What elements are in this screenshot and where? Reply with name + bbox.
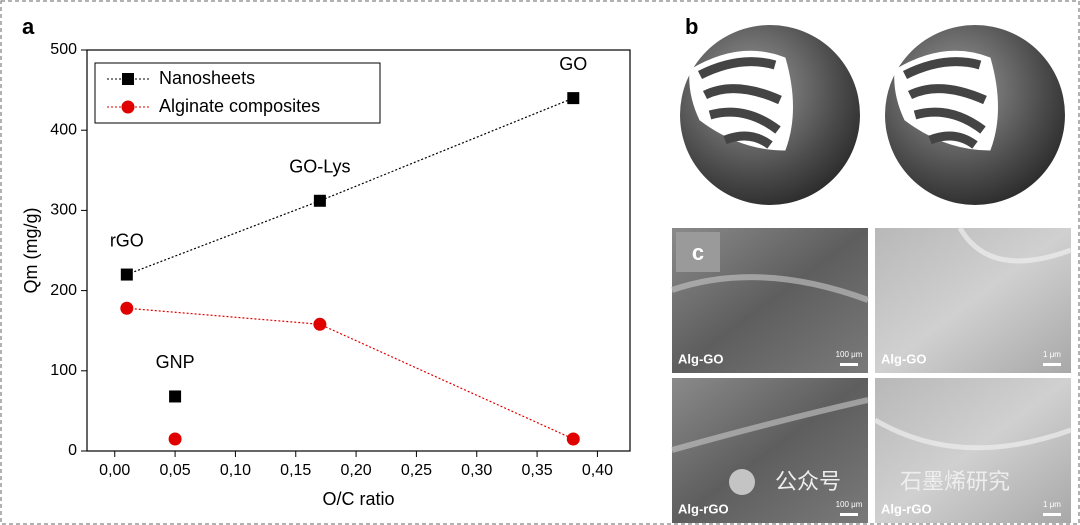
x-tick-label: 0,00 xyxy=(99,462,130,479)
watermark-text: 公众号 xyxy=(775,469,841,494)
data-point xyxy=(566,432,580,446)
scale-label: 100 μm xyxy=(836,500,863,509)
scale-bar xyxy=(1043,513,1061,516)
x-tick-label: 0,05 xyxy=(160,462,191,479)
sphere-illustration xyxy=(680,25,1065,205)
x-axis-title: O/C ratio xyxy=(322,489,394,509)
micrograph-grid xyxy=(671,226,1072,523)
legend-marker xyxy=(121,100,135,114)
panel-label: a xyxy=(22,14,35,39)
data-point xyxy=(120,268,133,281)
micrograph-labels: Alg-GO 100 μm Alg-GO 1 μm Alg-rGO 100 μm Alg-r… xyxy=(678,350,1061,516)
chart: 0 100 200 300 400 500 0,00 0,05 0,10 0,15 0,20 0,25… xyxy=(21,41,631,509)
y-tick-label: 200 xyxy=(50,282,77,299)
micrograph-label: Alg-rGO xyxy=(881,501,932,516)
scale-label: 1 μm xyxy=(1043,500,1061,509)
scale-label: 100 μm xyxy=(836,350,863,359)
plot-frame xyxy=(86,49,631,452)
data-point xyxy=(313,194,326,207)
scale-bar xyxy=(840,513,858,516)
point-label: GO xyxy=(559,54,587,74)
micrograph-label: Alg-GO xyxy=(881,351,927,366)
data-point xyxy=(120,301,134,315)
scale-bar xyxy=(840,363,858,366)
y-axis-title: Qm (mg/g) xyxy=(21,207,41,293)
legend-marker xyxy=(122,73,134,85)
data-point xyxy=(313,317,327,331)
data-point xyxy=(169,390,182,403)
y-tick-label: 500 xyxy=(50,41,77,58)
x-tick-label: 0,30 xyxy=(461,462,492,479)
watermark-text: 石墨烯研究 xyxy=(900,469,1010,494)
y-tick-label: 300 xyxy=(50,202,77,219)
series-line xyxy=(126,97,574,276)
panel-label: c xyxy=(692,240,704,265)
micrograph-label: Alg-rGO xyxy=(678,501,729,516)
legend-label: Nanosheets xyxy=(159,68,255,88)
x-tick-label: 0,35 xyxy=(522,462,553,479)
point-label: GNP xyxy=(156,352,195,372)
point-label: GO-Lys xyxy=(289,157,350,177)
watermark: 公众号 石墨烯研究 xyxy=(729,469,1010,495)
scale-label: 1 μm xyxy=(1043,350,1061,359)
y-tick-label: 0 xyxy=(68,442,77,459)
data-point xyxy=(567,92,580,105)
scale-bar xyxy=(1043,363,1061,366)
y-tick-label: 100 xyxy=(50,362,77,379)
series-line xyxy=(126,307,574,440)
panel-label: b xyxy=(685,14,698,39)
micrograph-label: Alg-GO xyxy=(678,351,724,366)
x-tick-label: 0,25 xyxy=(401,462,432,479)
x-tick-label: 0,40 xyxy=(582,462,613,479)
y-tick-label: 400 xyxy=(50,121,77,138)
x-tick-label: 0,20 xyxy=(341,462,372,479)
x-tick-label: 0,10 xyxy=(220,462,251,479)
legend-box xyxy=(94,62,381,124)
point-label: rGO xyxy=(110,230,144,250)
data-point xyxy=(168,432,182,446)
x-tick-label: 0,15 xyxy=(280,462,311,479)
legend-label: Alginate composites xyxy=(159,96,320,116)
